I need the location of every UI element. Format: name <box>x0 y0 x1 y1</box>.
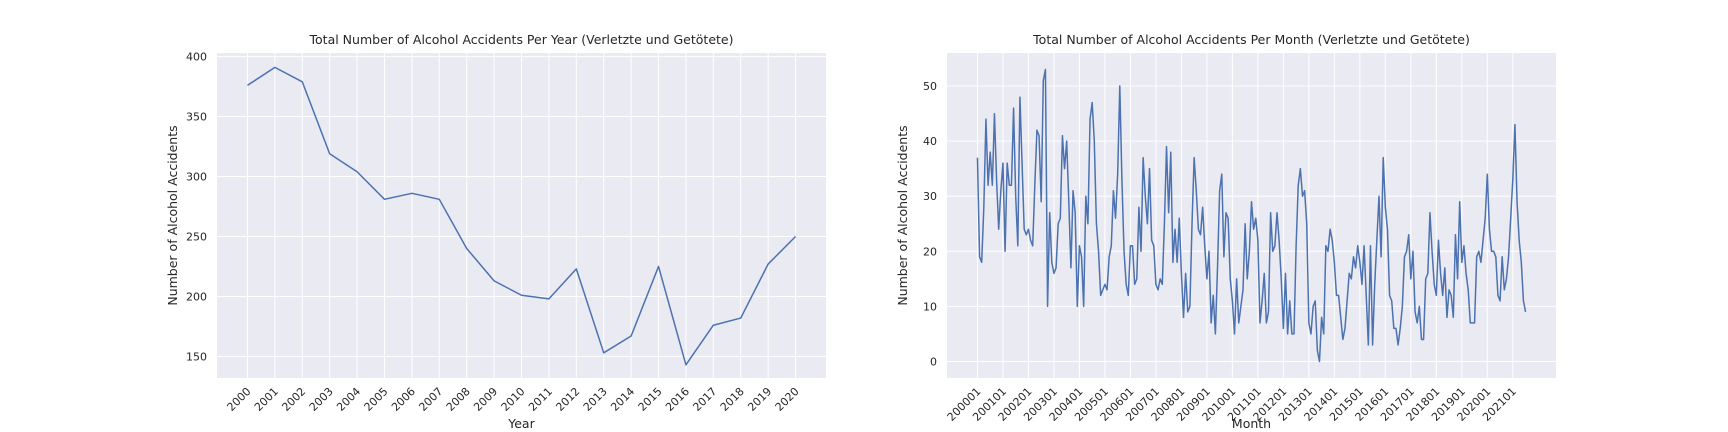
yearly-x-tick-label: 2015 <box>636 385 665 414</box>
monthly-y-tick-label: 0 <box>930 355 937 368</box>
monthly-y-tick-label: 50 <box>923 80 937 93</box>
yearly-y-axis-label: Number of Alcohol Accidents <box>165 125 180 305</box>
yearly-x-tick-label: 2012 <box>553 385 582 414</box>
yearly-x-tick-label: 2010 <box>499 385 528 414</box>
yearly-y-tick-label: 400 <box>186 51 207 64</box>
yearly-chart: 1502002503003504002000200120022003200420… <box>165 32 826 431</box>
yearly-x-tick-label: 2009 <box>471 385 500 414</box>
yearly-chart-title: Total Number of Alcohol Accidents Per Ye… <box>309 32 734 47</box>
monthly-x-axis-label: Month <box>1232 416 1271 431</box>
monthly-chart-title: Total Number of Alcohol Accidents Per Mo… <box>1032 32 1470 47</box>
monthly-chart: 0102030405020000120010120020120030120040… <box>895 32 1556 431</box>
monthly-y-tick-label: 10 <box>923 300 937 313</box>
monthly-y-tick-label: 20 <box>923 245 937 258</box>
monthly-y-tick-label: 40 <box>923 135 937 148</box>
monthly-series-line <box>976 68 1527 363</box>
yearly-x-tick-label: 2018 <box>718 385 747 414</box>
yearly-x-tick-label: 2017 <box>690 385 719 414</box>
yearly-x-tick-label: 2000 <box>225 385 254 414</box>
yearly-y-tick-label: 200 <box>186 290 207 303</box>
yearly-y-tick-label: 150 <box>186 350 207 363</box>
yearly-x-tick-label: 2020 <box>773 385 802 414</box>
yearly-x-tick-label: 2006 <box>389 385 418 414</box>
yearly-x-tick-label: 2004 <box>334 385 363 414</box>
yearly-y-tick-label: 300 <box>186 171 207 184</box>
monthly-y-tick-label: 30 <box>923 190 937 203</box>
yearly-x-tick-label: 2013 <box>581 385 610 414</box>
yearly-x-tick-label: 2011 <box>526 385 555 414</box>
yearly-x-tick-label: 2019 <box>745 385 774 414</box>
yearly-series-line <box>247 66 797 366</box>
yearly-x-tick-label: 2007 <box>416 385 445 414</box>
yearly-x-tick-label: 2002 <box>279 385 308 414</box>
yearly-x-tick-label: 2008 <box>444 385 473 414</box>
yearly-x-tick-label: 2016 <box>663 385 692 414</box>
yearly-x-tick-label: 2014 <box>608 385 637 414</box>
yearly-x-tick-label: 2005 <box>362 385 391 414</box>
yearly-y-tick-label: 250 <box>186 230 207 243</box>
yearly-x-tick-label: 2001 <box>252 385 281 414</box>
yearly-x-axis-label: Year <box>507 416 535 431</box>
yearly-x-tick-label: 2003 <box>307 385 336 414</box>
yearly-y-tick-label: 350 <box>186 111 207 124</box>
monthly-y-axis-label: Number of Alcohol Accidents <box>895 125 910 305</box>
